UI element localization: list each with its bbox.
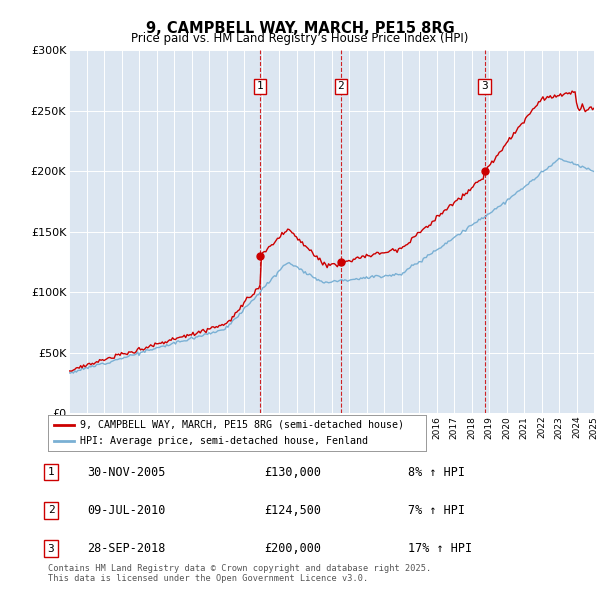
Text: 9, CAMPBELL WAY, MARCH, PE15 8RG (semi-detached house): 9, CAMPBELL WAY, MARCH, PE15 8RG (semi-d… — [80, 419, 404, 430]
Text: 9, CAMPBELL WAY, MARCH, PE15 8RG: 9, CAMPBELL WAY, MARCH, PE15 8RG — [146, 21, 454, 35]
Text: 17% ↑ HPI: 17% ↑ HPI — [408, 542, 472, 555]
Text: Contains HM Land Registry data © Crown copyright and database right 2025.
This d: Contains HM Land Registry data © Crown c… — [48, 563, 431, 583]
Text: Price paid vs. HM Land Registry’s House Price Index (HPI): Price paid vs. HM Land Registry’s House … — [131, 32, 469, 45]
Text: 8% ↑ HPI: 8% ↑ HPI — [408, 466, 465, 478]
Text: 2: 2 — [337, 81, 344, 91]
Text: 1: 1 — [257, 81, 263, 91]
Text: £124,500: £124,500 — [264, 504, 321, 517]
Text: 2: 2 — [47, 506, 55, 515]
Text: HPI: Average price, semi-detached house, Fenland: HPI: Average price, semi-detached house,… — [80, 437, 368, 447]
Text: 28-SEP-2018: 28-SEP-2018 — [87, 542, 166, 555]
Text: £130,000: £130,000 — [264, 466, 321, 478]
Text: 09-JUL-2010: 09-JUL-2010 — [87, 504, 166, 517]
Text: £200,000: £200,000 — [264, 542, 321, 555]
Text: 30-NOV-2005: 30-NOV-2005 — [87, 466, 166, 478]
Text: 3: 3 — [47, 544, 55, 553]
Text: 3: 3 — [481, 81, 488, 91]
Text: 1: 1 — [47, 467, 55, 477]
Text: 7% ↑ HPI: 7% ↑ HPI — [408, 504, 465, 517]
